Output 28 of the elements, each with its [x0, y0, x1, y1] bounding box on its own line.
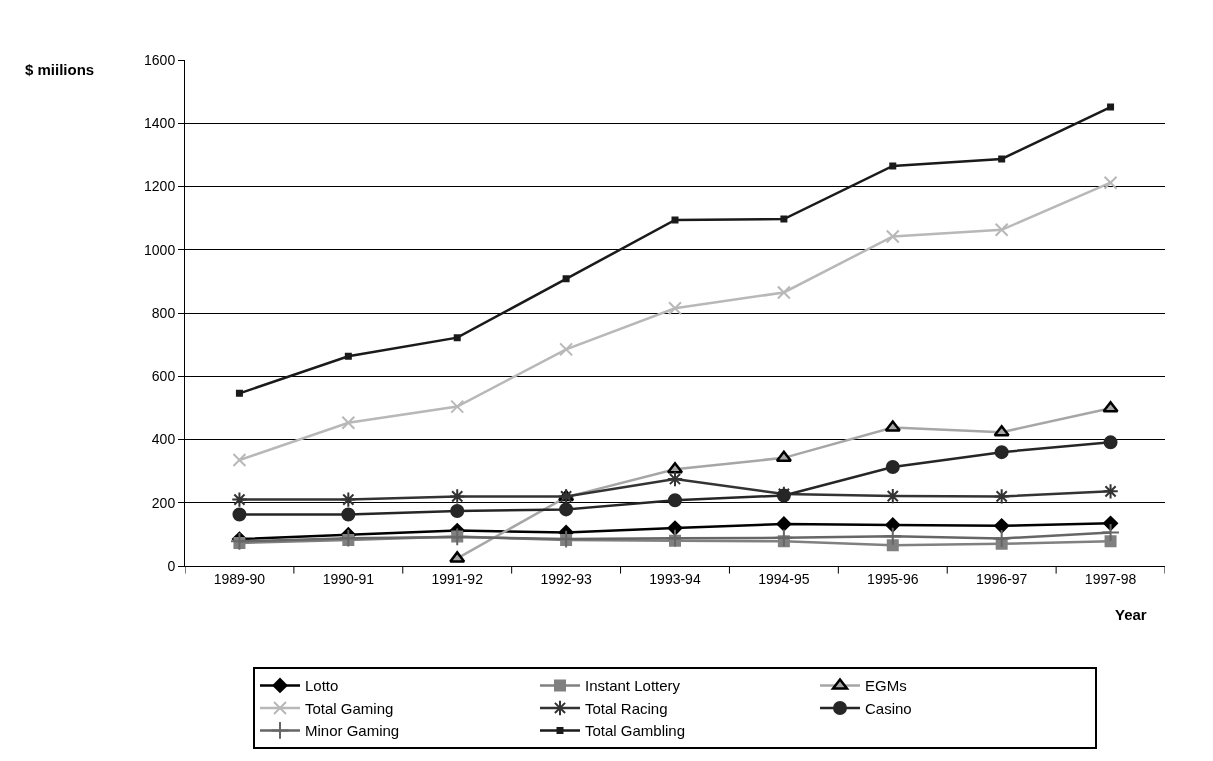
- y-tick-label: 1600: [144, 51, 176, 68]
- y-tick-label: 1400: [144, 115, 176, 132]
- x-tick-label: 1996-97: [975, 570, 1028, 587]
- x-tick-label: 1993-94: [649, 570, 701, 587]
- legend-label: Instant Lottery: [585, 677, 681, 695]
- legend-label: EGMs: [865, 677, 907, 695]
- x-tick-label: 1991-92: [431, 570, 484, 587]
- legend-label: Total Gaming: [305, 699, 394, 717]
- y-tick-label: 1000: [144, 241, 176, 258]
- x-tick-label: 1997-98: [1084, 570, 1137, 587]
- y-axis-title: $ miilions: [25, 61, 95, 78]
- y-tick-label: 600: [151, 368, 176, 385]
- legend-label: Casino: [865, 699, 912, 717]
- legend-label: Total Gambling: [585, 722, 686, 740]
- y-tick-label: 0: [167, 557, 176, 574]
- x-axis-title: Year: [1115, 606, 1147, 623]
- legend-label: Lotto: [305, 677, 339, 695]
- legend-label: Total Racing: [585, 699, 668, 717]
- x-tick-label: 1995-96: [867, 570, 919, 587]
- x-tick-label: 1990-91: [322, 570, 375, 587]
- legend-label: Minor Gaming: [305, 722, 400, 740]
- y-tick-label: 800: [151, 304, 176, 321]
- y-tick-label: 1200: [144, 178, 176, 195]
- y-tick-label: 400: [151, 431, 176, 448]
- x-tick-label: 1994-95: [758, 570, 810, 587]
- y-tick-label: 200: [151, 494, 176, 511]
- x-tick-label: 1992-93: [540, 570, 593, 587]
- x-tick-label: 1989-90: [213, 570, 266, 587]
